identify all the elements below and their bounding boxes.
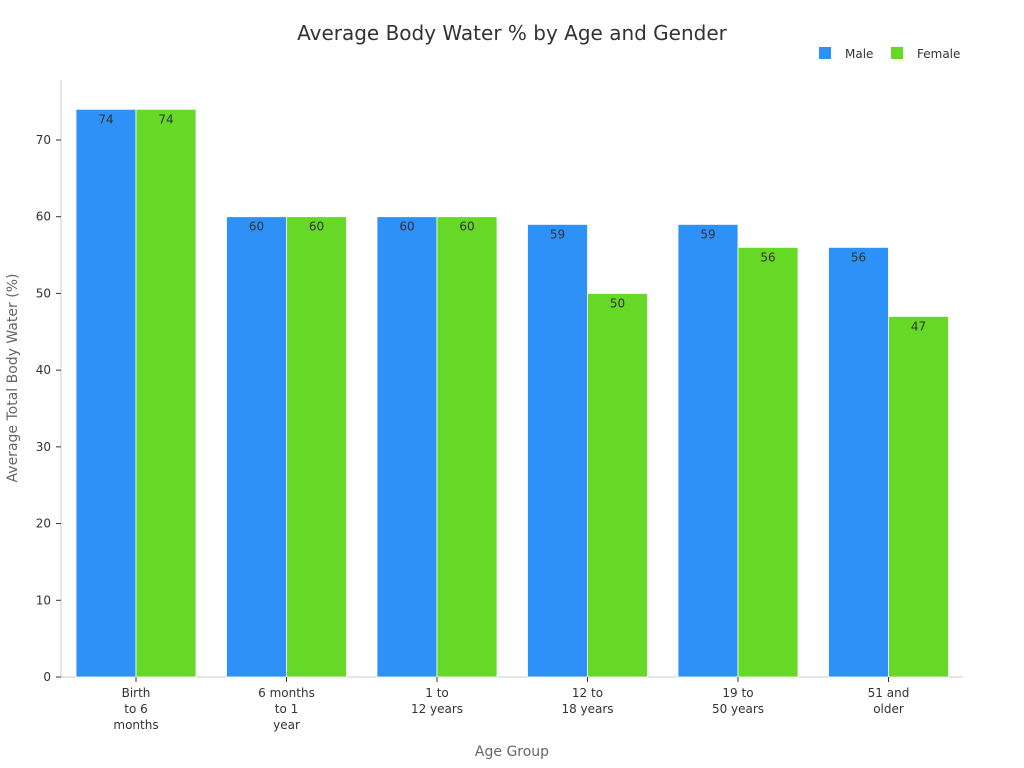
x-tick-label: 19 to 50 years bbox=[712, 686, 764, 716]
x-tick-label-line: 12 to bbox=[572, 686, 603, 700]
x-tick-label: Birth to 6 months bbox=[113, 686, 158, 732]
x-tick-label-line: 51 and bbox=[868, 686, 910, 700]
y-tick-label: 60 bbox=[36, 210, 51, 224]
legend-swatch-female bbox=[891, 47, 903, 59]
x-tick-label-line: 6 months bbox=[258, 686, 315, 700]
x-axis-ticks: Birth to 6 months 6 months to 1 year 1 to 12 ye… bbox=[113, 677, 909, 732]
x-tick-label: 51 and older bbox=[868, 686, 910, 716]
x-tick-label-line: to 6 bbox=[124, 702, 148, 716]
y-tick-label: 70 bbox=[36, 133, 51, 147]
x-tick-label-line: 19 to bbox=[722, 686, 753, 700]
value-label-female-3: 50 bbox=[610, 296, 625, 310]
y-tick-label: 40 bbox=[36, 363, 51, 377]
x-tick-label-line: to 1 bbox=[275, 702, 299, 716]
bar-male-3 bbox=[527, 223, 588, 678]
bar-male-2 bbox=[376, 216, 438, 678]
value-label-male-0: 74 bbox=[98, 112, 113, 126]
x-tick-label-line: older bbox=[873, 702, 904, 716]
value-label-female-5: 47 bbox=[911, 319, 926, 333]
bar-male-5 bbox=[828, 246, 889, 678]
value-label-female-4: 56 bbox=[760, 250, 775, 264]
x-tick-label-line: Birth bbox=[122, 686, 151, 700]
legend-swatch-male bbox=[819, 47, 831, 59]
bar-male-1 bbox=[226, 216, 287, 678]
chart-title: Average Body Water % by Age and Gender bbox=[297, 21, 728, 45]
x-tick-label-line: 12 years bbox=[411, 702, 463, 716]
bar-female-0 bbox=[135, 108, 197, 678]
y-tick-label: 30 bbox=[36, 440, 51, 454]
y-axis-ticks: 0 10 20 30 40 50 60 70 bbox=[36, 133, 61, 684]
y-tick-label: 0 bbox=[43, 670, 51, 684]
bar-female-3 bbox=[587, 293, 648, 678]
value-label-male-3: 59 bbox=[550, 227, 565, 241]
bar-female-5 bbox=[888, 316, 949, 678]
legend-label-female: Female bbox=[917, 47, 960, 61]
value-label-male-1: 60 bbox=[249, 220, 264, 234]
y-tick-label: 10 bbox=[36, 593, 51, 607]
bar-female-4 bbox=[737, 246, 799, 678]
x-tick-label-line: months bbox=[113, 718, 158, 732]
y-axis-title: Average Total Body Water (%) bbox=[5, 274, 21, 483]
x-tick-label: 6 months to 1 year bbox=[258, 686, 315, 732]
value-label-male-4: 59 bbox=[700, 227, 715, 241]
x-tick-label: 12 to 18 years bbox=[561, 686, 613, 716]
value-label-female-2: 60 bbox=[459, 220, 474, 234]
x-tick-label-line: 1 to bbox=[425, 686, 449, 700]
value-label-female-1: 60 bbox=[309, 220, 324, 234]
x-tick-label-line: 50 years bbox=[712, 702, 764, 716]
y-tick-label: 50 bbox=[36, 286, 51, 300]
y-tick-label: 20 bbox=[36, 517, 51, 531]
legend-label-male: Male bbox=[845, 47, 873, 61]
x-tick-label: 1 to 12 years bbox=[411, 686, 463, 716]
value-label-female-0: 74 bbox=[158, 112, 173, 126]
bar-female-1 bbox=[286, 216, 347, 678]
data-labels: 74 74 60 60 60 60 59 50 59 56 56 47 bbox=[98, 112, 926, 333]
x-axis-title: Age Group bbox=[475, 744, 549, 760]
x-tick-label-line: year bbox=[273, 718, 300, 732]
bar-female-2 bbox=[436, 216, 498, 678]
chart-legend: Male Female bbox=[819, 47, 960, 61]
bar-series bbox=[75, 108, 949, 678]
value-label-male-5: 56 bbox=[851, 250, 866, 264]
bar-male-0 bbox=[75, 108, 137, 678]
bar-male-4 bbox=[677, 223, 739, 678]
value-label-male-2: 60 bbox=[399, 220, 414, 234]
x-tick-label-line: 18 years bbox=[561, 702, 613, 716]
